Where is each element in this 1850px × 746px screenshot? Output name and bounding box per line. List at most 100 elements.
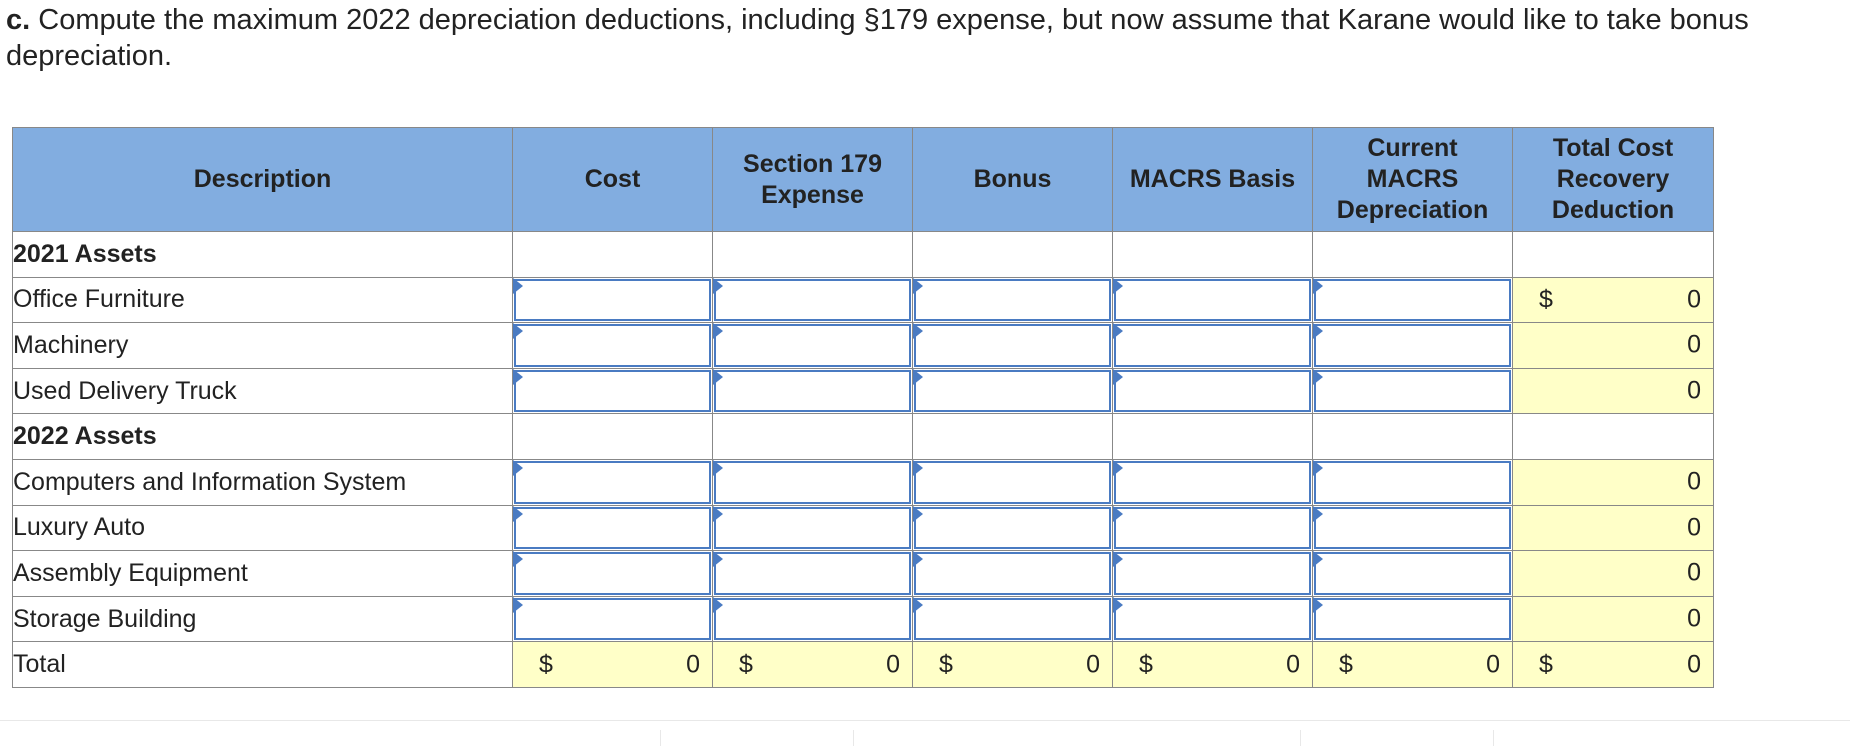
current-macrs-input[interactable] <box>1314 324 1511 367</box>
input-marker-icon <box>713 323 723 340</box>
cost-input-cell <box>512 458 713 506</box>
empty-cell <box>912 231 1113 278</box>
bonus-input[interactable] <box>914 369 1111 413</box>
cost-input-cell <box>512 322 713 369</box>
empty-cell <box>912 413 1113 460</box>
total-recovery-cell: 0 <box>1512 322 1714 369</box>
current-macrs-input-cell <box>1312 504 1513 552</box>
bonus-input[interactable] <box>914 552 1111 595</box>
current-macrs-input[interactable] <box>1314 506 1511 550</box>
bonus-input[interactable] <box>914 597 1111 641</box>
input-marker-icon <box>1113 323 1123 340</box>
current-macrs-input[interactable] <box>1314 460 1511 504</box>
footer-divider <box>0 720 1850 721</box>
current-macrs-input-cell <box>1312 550 1513 597</box>
cost-input[interactable] <box>514 369 711 413</box>
cost-input[interactable] <box>514 278 711 322</box>
asset-row: Assembly Equipment 0 <box>12 550 1714 597</box>
empty-cell <box>1312 413 1513 460</box>
section-179-input[interactable] <box>714 552 911 595</box>
total-recovery-cell: 0 <box>1512 367 1714 415</box>
total-bonus-value: 0 <box>1086 650 1100 679</box>
current-macrs-input[interactable] <box>1314 369 1511 413</box>
macrs-basis-input-cell <box>1112 550 1313 597</box>
cost-input[interactable] <box>514 460 711 504</box>
footer-tick <box>1493 730 1494 746</box>
macrs-basis-input[interactable] <box>1114 278 1311 322</box>
cost-input[interactable] <box>514 552 711 595</box>
currency-symbol: $ <box>1539 285 1553 314</box>
input-marker-icon <box>513 368 523 385</box>
cost-input[interactable] <box>514 597 711 641</box>
input-marker-icon <box>913 277 923 294</box>
input-marker-icon <box>713 551 723 568</box>
total-section-179-value: 0 <box>886 650 900 679</box>
question-label: c. <box>6 4 31 36</box>
header-bonus: Bonus <box>912 127 1113 232</box>
input-marker-icon <box>513 505 523 522</box>
asset-label: Used Delivery Truck <box>12 367 513 415</box>
current-macrs-input[interactable] <box>1314 278 1511 322</box>
total-current-macrs-cell: $0 <box>1312 641 1513 688</box>
section-179-input[interactable] <box>714 597 911 641</box>
asset-label: Computers and Information System <box>12 458 513 506</box>
input-marker-icon <box>913 368 923 385</box>
empty-cell <box>1312 231 1513 278</box>
section-179-input[interactable] <box>714 278 911 322</box>
total-recovery-cell: $0 <box>1512 641 1714 688</box>
macrs-basis-input-cell <box>1112 458 1313 506</box>
current-macrs-input[interactable] <box>1314 597 1511 641</box>
current-macrs-input-cell <box>1312 367 1513 415</box>
section-179-input-cell <box>712 550 913 597</box>
current-macrs-input[interactable] <box>1314 552 1511 595</box>
header-total-recovery: Total Cost Recovery Deduction <box>1512 127 1714 232</box>
section-row: 2022 Assets <box>12 413 1714 460</box>
input-marker-icon <box>513 323 523 340</box>
total-recovery-cell: 0 <box>1512 550 1714 597</box>
macrs-basis-input-cell <box>1112 504 1313 552</box>
section-179-input-cell <box>712 367 913 415</box>
bonus-input[interactable] <box>914 278 1111 322</box>
bonus-input-cell <box>912 276 1113 324</box>
input-marker-icon <box>513 596 523 613</box>
asset-row: Used Delivery Truck 0 <box>12 367 1714 415</box>
asset-row: Office Furniture $0 <box>12 276 1714 324</box>
bonus-input[interactable] <box>914 324 1111 367</box>
bonus-input[interactable] <box>914 506 1111 550</box>
section-179-input[interactable] <box>714 369 911 413</box>
macrs-basis-input[interactable] <box>1114 460 1311 504</box>
header-row: Description Cost Section 179 Expense Bon… <box>12 127 1714 232</box>
asset-row: Machinery 0 <box>12 322 1714 369</box>
input-marker-icon <box>713 596 723 613</box>
macrs-basis-input[interactable] <box>1114 552 1311 595</box>
input-marker-icon <box>1113 277 1123 294</box>
macrs-basis-input[interactable] <box>1114 597 1311 641</box>
macrs-basis-input[interactable] <box>1114 369 1311 413</box>
cost-input[interactable] <box>514 506 711 550</box>
section-179-input[interactable] <box>714 460 911 504</box>
section-label: 2021 Assets <box>12 231 513 278</box>
input-marker-icon <box>1113 505 1123 522</box>
cost-input[interactable] <box>514 324 711 367</box>
macrs-basis-input[interactable] <box>1114 324 1311 367</box>
bonus-input[interactable] <box>914 460 1111 504</box>
total-cost-cell: $0 <box>512 641 713 688</box>
footer-tick <box>660 730 661 746</box>
input-marker-icon <box>1113 368 1123 385</box>
section-179-input-cell <box>712 322 913 369</box>
section-179-input[interactable] <box>714 506 911 550</box>
macrs-basis-input[interactable] <box>1114 506 1311 550</box>
input-marker-icon <box>1313 323 1323 340</box>
section-179-input[interactable] <box>714 324 911 367</box>
total-row: Total $0 $0 $0 $0 $0 $0 <box>12 641 1714 688</box>
question-body: Compute the maximum 2022 depreciation de… <box>6 4 1749 72</box>
input-marker-icon <box>513 551 523 568</box>
empty-cell <box>512 413 713 460</box>
macrs-basis-input-cell <box>1112 276 1313 324</box>
cost-input-cell <box>512 276 713 324</box>
input-marker-icon <box>1313 459 1323 476</box>
footer-tick <box>853 730 854 746</box>
depreciation-table: Description Cost Section 179 Expense Bon… <box>12 127 1714 688</box>
total-recovery-cell: 0 <box>1512 595 1714 643</box>
currency-symbol: $ <box>739 650 753 679</box>
